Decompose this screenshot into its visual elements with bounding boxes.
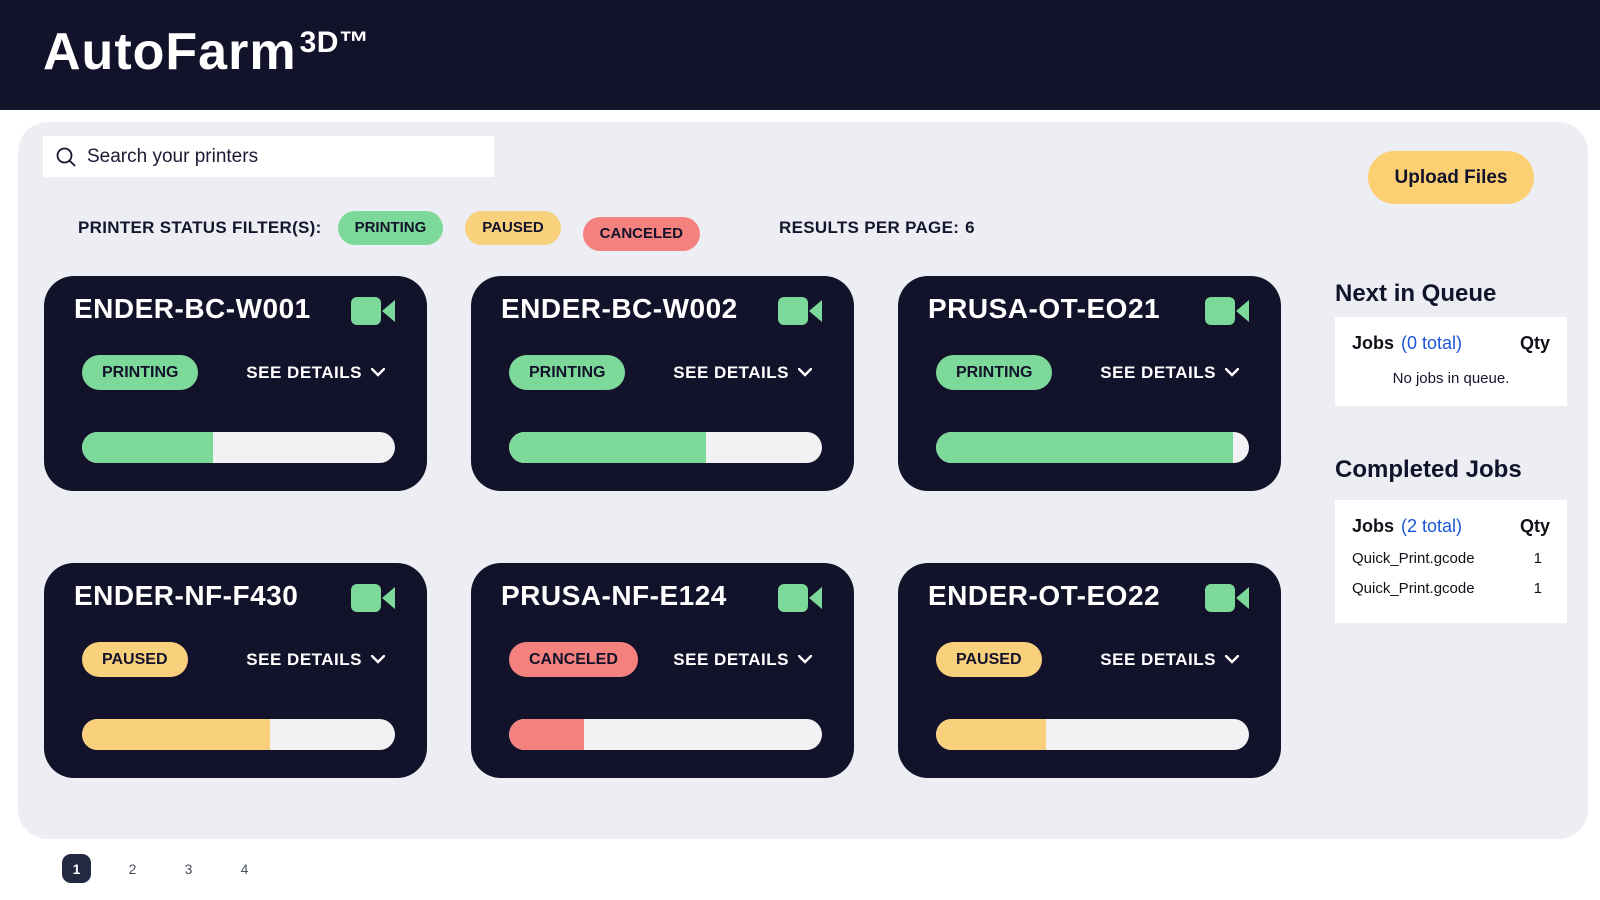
completed-jobs-panel: Jobs (2 total) Qty Quick_Print.gcode 1 Q… (1335, 500, 1567, 623)
filter-pill-canceled[interactable]: CANCELED (582, 217, 701, 251)
page-button-4[interactable]: 4 (240, 860, 249, 877)
chevron-down-icon (1225, 368, 1239, 377)
chevron-down-icon (798, 655, 812, 664)
results-per-page-value: 6 (965, 218, 975, 237)
app-logo: AutoFarm 3D™ (43, 22, 369, 82)
printer-name: ENDER-BC-W002 (501, 293, 738, 324)
printer-card: ENDER-BC-W002 PRINTING SEE DETAILS (471, 276, 854, 491)
status-badge: PRINTING (82, 355, 199, 390)
filter-pill-paused[interactable]: PAUSED (465, 211, 561, 245)
status-row: PRINTING SEE DETAILS (936, 355, 1251, 390)
camera-icon[interactable] (351, 582, 395, 614)
filter-label: PRINTER STATUS FILTER(S): (78, 218, 322, 237)
chevron-down-icon (371, 368, 385, 377)
camera-icon[interactable] (351, 295, 395, 327)
printer-name: PRUSA-NF-E124 (501, 580, 727, 611)
queue-qty-label: Qty (1519, 333, 1550, 353)
see-details-button[interactable]: SEE DETAILS (246, 363, 385, 383)
progress-fill (936, 432, 1234, 463)
progress-fill (936, 719, 1046, 750)
progress-bar (82, 719, 395, 750)
search-bar (43, 136, 494, 177)
see-details-button[interactable]: SEE DETAILS (673, 363, 812, 383)
search-icon (56, 147, 76, 167)
page-button-2[interactable]: 2 (128, 860, 137, 877)
completed-job-qty: 1 (1533, 580, 1542, 597)
completed-job-file: Quick_Print.gcode (1352, 580, 1475, 597)
progress-bar (509, 719, 822, 750)
completed-job-row: Quick_Print.gcode 1 (1352, 550, 1550, 567)
search-input[interactable] (87, 145, 482, 168)
results-per-page-label: RESULTS PER PAGE: (779, 218, 960, 237)
filter-pill-printing[interactable]: PRINTING (337, 211, 444, 245)
completed-qty-label: Qty (1519, 516, 1550, 536)
printer-card-grid: ENDER-BC-W001 PRINTING SEE DETAILS ENDER… (44, 276, 1281, 778)
chevron-down-icon (1225, 655, 1239, 664)
progress-fill (82, 432, 214, 463)
status-row: CANCELED SEE DETAILS (509, 642, 824, 677)
next-in-queue-title: Next in Queue (1335, 280, 1497, 307)
see-details-button[interactable]: SEE DETAILS (246, 650, 385, 670)
completed-table-header: Jobs (2 total) Qty (1352, 516, 1550, 537)
camera-icon[interactable] (778, 295, 822, 327)
progress-fill (509, 719, 585, 750)
see-details-button[interactable]: SEE DETAILS (1100, 363, 1239, 383)
completed-job-row: Quick_Print.gcode 1 (1352, 580, 1550, 597)
progress-bar (509, 432, 822, 463)
queue-jobs-total: (0 total) (1401, 333, 1463, 353)
camera-icon[interactable] (1205, 295, 1249, 327)
results-per-page: RESULTS PER PAGE: 6 (779, 218, 975, 238)
see-details-button[interactable]: SEE DETAILS (673, 650, 812, 670)
printer-name: ENDER-BC-W001 (74, 293, 311, 324)
printer-name: PRUSA-OT-EO21 (928, 293, 1161, 324)
completed-jobs-title: Completed Jobs (1335, 456, 1522, 483)
progress-fill (509, 432, 707, 463)
printer-card: ENDER-NF-F430 PAUSED SEE DETAILS (44, 563, 427, 778)
camera-icon[interactable] (1205, 582, 1249, 614)
status-badge: PAUSED (82, 642, 188, 677)
upload-files-button[interactable]: Upload Files (1368, 151, 1534, 204)
printer-card: PRUSA-NF-E124 CANCELED SEE DETAILS (471, 563, 854, 778)
status-badge: PRINTING (936, 355, 1053, 390)
progress-bar (936, 432, 1249, 463)
completed-job-file: Quick_Print.gcode (1352, 550, 1475, 567)
completed-jobs-total: (2 total) (1401, 516, 1463, 536)
progress-bar (936, 719, 1249, 750)
app-title-sup: 3D™ (299, 26, 370, 59)
status-badge: CANCELED (509, 642, 638, 677)
progress-bar (82, 432, 395, 463)
queue-table-header: Jobs (0 total) Qty (1352, 333, 1550, 354)
app-header: AutoFarm 3D™ (0, 0, 1600, 110)
chevron-down-icon (371, 655, 385, 664)
status-row: PRINTING SEE DETAILS (509, 355, 824, 390)
status-row: PAUSED SEE DETAILS (936, 642, 1251, 677)
status-badge: PAUSED (936, 642, 1042, 677)
printer-name: ENDER-OT-EO22 (928, 580, 1161, 611)
printer-card: ENDER-OT-EO22 PAUSED SEE DETAILS (898, 563, 1281, 778)
chevron-down-icon (798, 368, 812, 377)
page-button-3[interactable]: 3 (184, 860, 193, 877)
filter-row: PRINTER STATUS FILTER(S): PRINTING PAUSE… (78, 208, 975, 251)
queue-jobs-label: Jobs (1352, 333, 1395, 353)
pagination: 1 2 3 4 (62, 854, 259, 883)
app-title: AutoFarm (43, 23, 297, 81)
content-panel: Upload Files PRINTER STATUS FILTER(S): P… (18, 122, 1588, 839)
next-in-queue-panel: Jobs (0 total) Qty No jobs in queue. (1335, 317, 1567, 406)
printer-card: PRUSA-OT-EO21 PRINTING SEE DETAILS (898, 276, 1281, 491)
see-details-button[interactable]: SEE DETAILS (1100, 650, 1239, 670)
status-row: PAUSED SEE DETAILS (82, 642, 397, 677)
queue-empty-text: No jobs in queue. (1392, 370, 1510, 387)
printer-name: ENDER-NF-F430 (74, 580, 299, 611)
progress-fill (82, 719, 270, 750)
page-button-1[interactable]: 1 (62, 854, 91, 883)
camera-icon[interactable] (778, 582, 822, 614)
completed-jobs-label: Jobs (1352, 516, 1395, 536)
status-badge: PRINTING (509, 355, 626, 390)
status-row: PRINTING SEE DETAILS (82, 355, 397, 390)
printer-card: ENDER-BC-W001 PRINTING SEE DETAILS (44, 276, 427, 491)
completed-job-qty: 1 (1533, 550, 1542, 567)
